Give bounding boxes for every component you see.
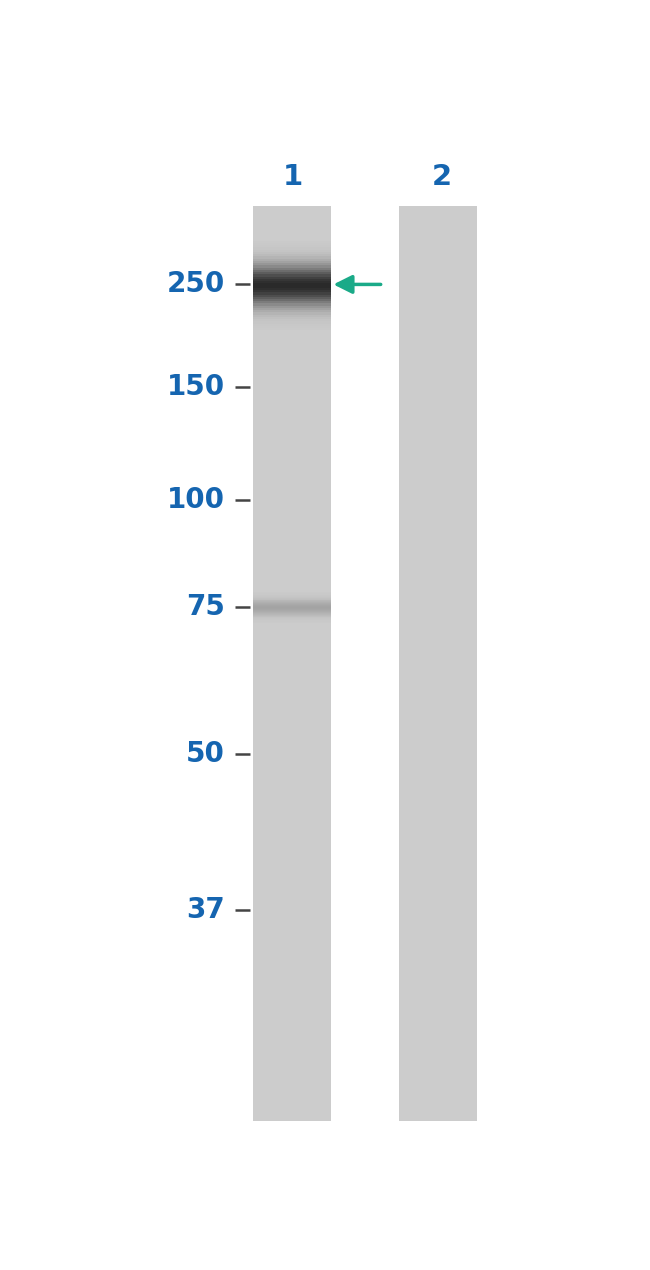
Bar (252, 315, 331, 318)
Bar (252, 324, 331, 326)
Bar (252, 307, 331, 310)
Text: 100: 100 (167, 485, 225, 513)
Bar (252, 259, 331, 260)
Bar (252, 283, 331, 286)
Bar (252, 241, 331, 243)
Bar (252, 281, 331, 283)
Bar (252, 260, 331, 263)
Bar (252, 279, 331, 281)
Bar (252, 272, 331, 274)
Bar (252, 288, 331, 290)
Bar (252, 254, 331, 257)
Bar (252, 265, 331, 268)
Bar (252, 206, 331, 1120)
Text: 150: 150 (166, 373, 225, 401)
Text: 1: 1 (283, 163, 303, 190)
Bar (252, 248, 331, 250)
Text: 37: 37 (186, 897, 225, 925)
Bar (252, 274, 331, 277)
Bar (252, 295, 331, 297)
Text: 250: 250 (166, 271, 225, 298)
Bar (252, 250, 331, 251)
Bar (252, 290, 331, 292)
Bar (252, 310, 331, 312)
Bar (252, 304, 331, 306)
Text: 75: 75 (186, 593, 225, 621)
Text: 50: 50 (186, 740, 225, 768)
Bar (398, 206, 476, 1120)
Bar (252, 286, 331, 288)
Bar (252, 318, 331, 319)
Bar (252, 312, 331, 315)
Bar (252, 251, 331, 254)
Bar (252, 292, 331, 295)
Bar (252, 328, 331, 330)
Bar (252, 245, 331, 248)
Bar (252, 297, 331, 298)
Bar (252, 243, 331, 245)
Bar (252, 268, 331, 269)
Bar (252, 263, 331, 265)
Bar (252, 298, 331, 301)
Bar (252, 326, 331, 328)
Bar (252, 306, 331, 307)
Bar (252, 319, 331, 321)
Bar (252, 269, 331, 272)
Bar (252, 321, 331, 324)
Text: 2: 2 (432, 163, 452, 190)
Bar (252, 301, 331, 304)
Bar (252, 257, 331, 259)
Bar (252, 277, 331, 279)
